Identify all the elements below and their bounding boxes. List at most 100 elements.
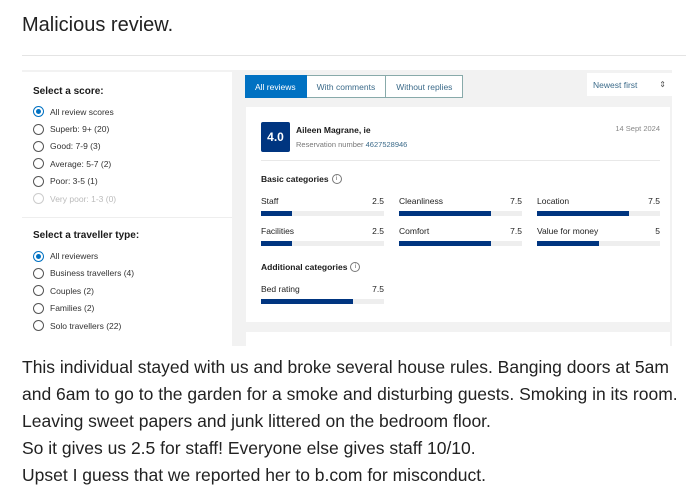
sort-select[interactable]: Newest first ⇕: [587, 73, 672, 96]
review-screenshot: Select a score: All review scores Superb:…: [22, 70, 672, 346]
rating-bar-track: [399, 211, 522, 216]
body-paragraph: This individual stayed with us and broke…: [22, 357, 678, 431]
tab-all-reviews[interactable]: All reviews: [245, 75, 307, 98]
rating-location: Location 7.5: [537, 196, 660, 216]
rating-bar-fill: [261, 299, 354, 304]
rating-label: Cleanliness: [399, 196, 443, 206]
rating-bed-rating: Bed rating 7.5: [261, 284, 384, 304]
additional-categories-label: Additional categories: [261, 262, 348, 272]
rating-value: 5: [655, 226, 660, 236]
tab-without-replies[interactable]: Without replies: [386, 75, 464, 98]
divider: [261, 160, 660, 161]
review-card: 4.0 Aileen Magrane, ie Reservation numbe…: [246, 107, 670, 322]
review-tabs: All reviews With comments Without replie…: [245, 75, 464, 98]
reviewer-name: Aileen Magrane, ie: [296, 125, 371, 135]
rating-label: Location: [537, 196, 570, 206]
option-label: All reviewers: [50, 251, 99, 262]
additional-categories-heading: Additional categories i: [261, 262, 361, 272]
traveller-option[interactable]: Solo travellers (22): [22, 317, 232, 334]
rating-bar-track: [399, 241, 522, 246]
basic-categories-label: Basic categories: [261, 174, 329, 184]
score-option: Very poor: 1-3 (0): [22, 190, 232, 207]
option-label: All review scores: [50, 106, 114, 117]
rating-value-for-money: Value for money 5: [537, 226, 660, 246]
score-option[interactable]: Average: 5-7 (2): [22, 155, 232, 172]
radio-button[interactable]: [33, 250, 44, 262]
filter-panel: Select a score: All review scores Superb:…: [22, 72, 232, 346]
rating-bar-track: [537, 241, 660, 246]
rating-label: Facilities: [261, 226, 295, 236]
post-body: This individual stayed with us and broke…: [22, 354, 682, 489]
option-label: Solo travellers (22): [50, 320, 122, 331]
reservation-label: Reservation number: [296, 140, 364, 149]
traveller-heading: Select a traveller type:: [33, 230, 140, 242]
option-label: Families (2): [50, 303, 95, 314]
option-label: Very poor: 1-3 (0): [50, 193, 117, 204]
next-card: [246, 332, 670, 346]
rating-bar-track: [261, 211, 384, 216]
rating-comfort: Comfort 7.5: [399, 226, 522, 246]
post-title: Malicious review.: [22, 14, 174, 36]
option-label: Good: 7-9 (3): [50, 141, 101, 152]
radio-button[interactable]: [33, 193, 44, 205]
up-down-chevron-icon: ⇕: [659, 80, 666, 89]
option-label: Poor: 3-5 (1): [50, 176, 98, 187]
option-label: Couples (2): [50, 285, 94, 296]
option-label: Superb: 9+ (20): [50, 124, 110, 135]
rating-value: 7.5: [372, 284, 384, 294]
radio-button[interactable]: [33, 285, 44, 297]
option-label: Business travellers (4): [50, 268, 135, 279]
score-option[interactable]: Poor: 3-5 (1): [22, 173, 232, 190]
reservation-number-link[interactable]: 4627528946: [365, 140, 408, 149]
info-icon[interactable]: i: [331, 174, 342, 184]
radio-button[interactable]: [33, 320, 44, 332]
traveller-option[interactable]: Families (2): [22, 300, 232, 317]
rating-bar-fill: [261, 211, 292, 216]
traveller-option[interactable]: Couples (2): [22, 282, 232, 299]
divider: [22, 217, 232, 219]
score-option[interactable]: All review scores: [22, 103, 232, 120]
option-label: Average: 5-7 (2): [50, 158, 112, 169]
body-paragraph: So it gives us 2.5 for staff! Everyone e…: [22, 438, 476, 458]
rating-bar-track: [261, 299, 384, 304]
radio-button[interactable]: [33, 267, 44, 279]
rating-bar-fill: [399, 241, 492, 246]
radio-button[interactable]: [33, 106, 44, 118]
radio-button[interactable]: [33, 123, 44, 135]
rating-value: 2.5: [372, 226, 384, 236]
score-option[interactable]: Good: 7-9 (3): [22, 138, 232, 155]
rating-label: Bed rating: [261, 284, 300, 294]
rating-bar-fill: [261, 241, 292, 246]
body-paragraph: Upset I guess that we reported her to b.…: [22, 465, 486, 485]
traveller-option[interactable]: All reviewers: [22, 247, 232, 264]
rating-label: Comfort: [399, 226, 430, 236]
rating-cleanliness: Cleanliness 7.5: [399, 196, 522, 216]
rating-facilities: Facilities 2.5: [261, 226, 384, 246]
sort-value: Newest first: [593, 79, 638, 90]
basic-categories-heading: Basic categories i: [261, 174, 342, 184]
rating-bar-fill: [399, 211, 492, 216]
traveller-option[interactable]: Business travellers (4): [22, 265, 232, 282]
rating-bar-track: [537, 211, 660, 216]
radio-button[interactable]: [33, 302, 44, 314]
rating-value: 2.5: [372, 196, 384, 206]
rating-bar-fill: [537, 211, 630, 216]
radio-button[interactable]: [33, 175, 44, 187]
rating-value: 7.5: [510, 196, 522, 206]
rating-bar-fill: [537, 241, 599, 246]
rating-bar-track: [261, 241, 384, 246]
rating-label: Staff: [261, 196, 279, 206]
divider: [22, 55, 686, 56]
rating-value: 7.5: [648, 196, 660, 206]
tab-with-comments[interactable]: With comments: [306, 75, 387, 98]
rating-staff: Staff 2.5: [261, 196, 384, 216]
info-icon[interactable]: i: [350, 262, 361, 272]
score-badge: 4.0: [261, 122, 290, 152]
rating-value: 7.5: [510, 226, 522, 236]
radio-button[interactable]: [33, 140, 44, 152]
radio-button[interactable]: [33, 158, 44, 170]
score-option[interactable]: Superb: 9+ (20): [22, 120, 232, 137]
score-heading: Select a score:: [33, 86, 104, 97]
review-date: 14 Sept 2024: [615, 124, 660, 133]
reservation-info: Reservation number 4627528946: [296, 140, 407, 149]
